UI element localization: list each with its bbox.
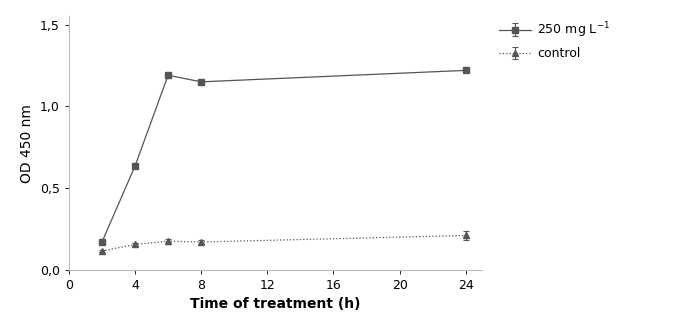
X-axis label: Time of treatment (h): Time of treatment (h) [190,297,361,311]
Legend: 250 mg L$^{-1}$, control: 250 mg L$^{-1}$, control [497,18,613,63]
Y-axis label: OD 450 nm: OD 450 nm [20,104,34,183]
